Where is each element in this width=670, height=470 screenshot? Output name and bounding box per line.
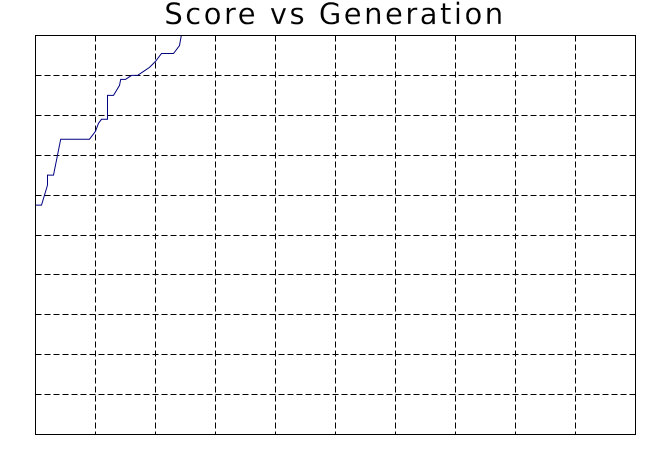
- grid-lines: [35, 35, 636, 435]
- series-layer: [35, 35, 182, 206]
- plot-frame: [35, 35, 636, 435]
- series-line-1: [35, 35, 182, 206]
- chart-title: Score vs Generation: [164, 0, 506, 31]
